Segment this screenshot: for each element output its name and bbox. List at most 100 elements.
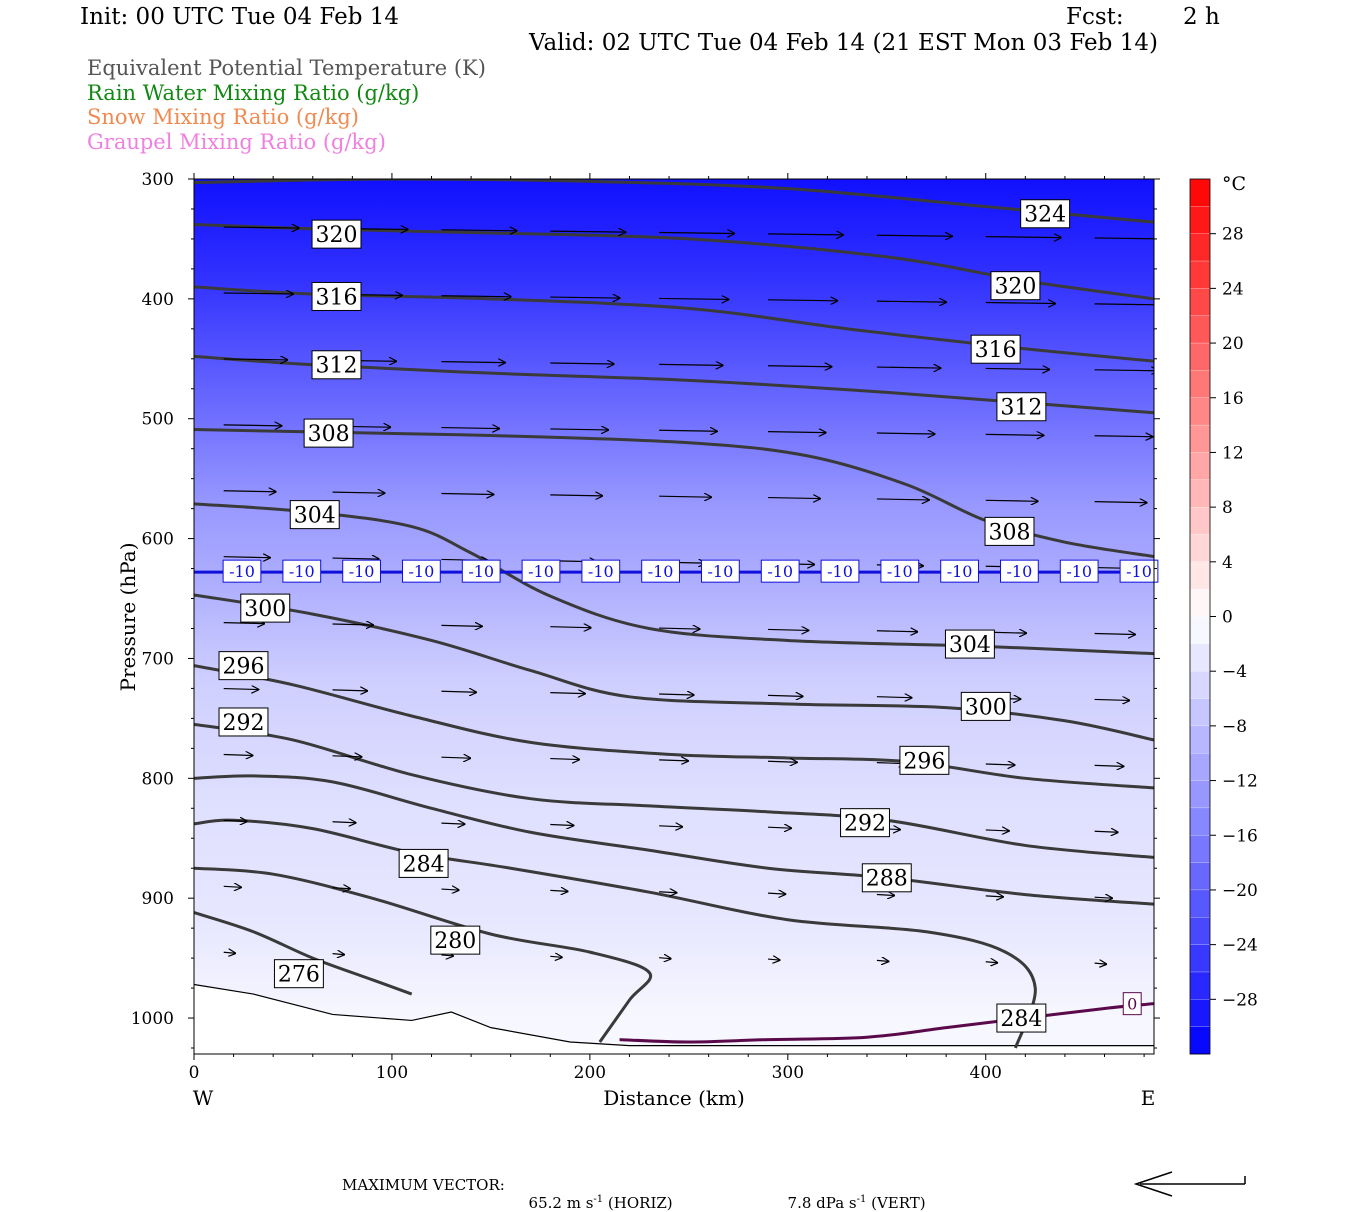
theta-e-label-284: 284 [996,1003,1047,1033]
colorbar-cell [1189,671,1211,700]
label-box [311,350,362,380]
label-box [1059,559,1099,583]
y-tick-label: 800 [142,769,174,789]
label-box [218,707,269,737]
colorbar-tick-label: −24 [1222,936,1258,956]
x-axis-left-end-label: W [193,1086,214,1110]
wind-vector [441,230,516,231]
wind-vector [441,428,499,429]
wind-vector [332,492,385,493]
isotherm-label: -10 [581,559,621,583]
isotherm-label: -10 [521,559,561,583]
label-text: 308 [308,422,350,447]
label-box [430,925,481,955]
label-text: 276 [278,963,320,988]
colorbar-tick-label: −12 [1222,772,1258,792]
wind-vector [332,558,379,559]
valid-time: Valid: 02 UTC Tue 04 Feb 14 (21 EST Mon … [529,30,1158,56]
label-text: 0 [1127,994,1137,1013]
wind-vector [659,826,682,827]
wind-vector [768,498,820,499]
forecast-label: Fcst: [1066,4,1124,30]
wind-vector [985,368,1049,369]
label-text: 300 [244,597,286,622]
label-box [840,808,890,838]
label-box [899,745,950,775]
label-text: -10 [767,562,793,581]
colorbar-cell [1189,917,1211,946]
legend-graupel: Graupel Mixing Ratio (g/kg) [87,130,386,154]
wind-vector [985,237,1061,238]
wind-vector [768,300,837,301]
colorbar-tick-label: 8 [1222,498,1233,518]
theta-e-contour-280 [194,866,653,1043]
vertical-unit: (VERT) [866,1194,926,1212]
label-text: -10 [1007,562,1033,581]
label-text: -10 [887,562,913,581]
colorbar-cell [1189,424,1211,454]
wind-vector [768,234,843,235]
colorbar-tick-label: −4 [1222,662,1247,682]
wind-vector [332,888,350,889]
label-box [1122,992,1142,1016]
y-tick-label: 600 [142,530,174,550]
wind-vector [876,301,946,302]
wind-vector [985,830,1009,831]
label-text: 324 [1024,203,1066,228]
label-text: -10 [827,562,853,581]
wind-vector [223,820,247,821]
theta-e-label-296: 296 [899,745,950,775]
label-text: -10 [1066,562,1092,581]
label-text: 320 [994,275,1036,300]
label-box [222,559,262,583]
y-tick-label: 700 [142,649,174,669]
theta-e-label-308: 308 [303,418,354,448]
wind-vector [768,695,803,696]
isotherm-label: -10 [282,559,322,583]
label-box [461,559,501,583]
label-box [282,559,322,583]
y-tick-label: 300 [142,170,174,190]
theta-e-label-276: 276 [273,959,324,989]
y-tick-label: 900 [142,889,174,909]
label-text: 292 [844,812,886,837]
wind-vector [223,293,293,294]
theta-e-label-300: 300 [240,593,291,623]
label-text: 320 [316,223,358,248]
zero-degree-contour [619,1002,1154,1044]
wind-vector [659,430,717,431]
isotherm-label: -10 [1059,559,1099,583]
isotherm-label: -10 [760,559,800,583]
colorbar-cell [1189,862,1211,891]
isotherm-label: -10 [461,559,501,583]
theta-e-label-312: 312 [311,350,362,380]
colorbar-cell [1189,561,1211,590]
colorbar-cell [1189,288,1211,317]
x-axis-right-end-label: E [1141,1086,1156,1110]
max-vector-horizontal: 65.2 m s-1 (HORIZ) [519,1176,673,1212]
vertical-value: 7.8 dPa s [787,1194,857,1212]
colorbar-cell [1189,698,1211,727]
wind-vector [332,756,362,757]
wind-vector [550,759,579,760]
wind-vector [223,623,264,624]
colorbar-tick-label: 12 [1222,443,1244,463]
label-text: 284 [1000,1007,1042,1032]
wind-vector [876,433,935,434]
label-box [990,271,1041,301]
legend-equivalent-potential-temperature: Equivalent Potential Temperature (K) [87,56,486,80]
label-box [996,392,1047,422]
wind-vector [768,629,808,630]
label-box [960,691,1011,721]
wind-vector [659,628,699,629]
wind-vector [659,892,676,893]
wind-vector [441,362,504,363]
horizontal-value: 65.2 m s [528,1194,594,1212]
label-text: 304 [294,504,336,529]
colorbar-cell [1189,971,1211,1000]
isotherm-label: -10 [222,559,262,583]
label-box [398,848,449,878]
wind-vector [1094,502,1147,503]
label-text: 280 [434,929,476,954]
